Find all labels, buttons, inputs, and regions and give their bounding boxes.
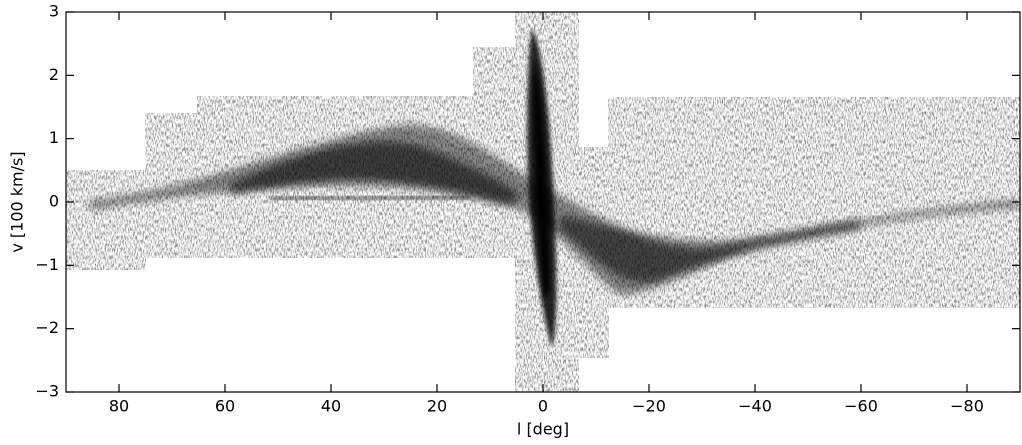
x-tick-label: 80 (109, 397, 129, 416)
x-tick-label: −40 (738, 397, 772, 416)
x-tick-label: −20 (632, 397, 666, 416)
x-axis-label: l [deg] (517, 420, 569, 439)
x-tick-label: −60 (844, 397, 878, 416)
y-tick-label: 3 (49, 2, 59, 21)
x-tick-label: 40 (321, 397, 341, 416)
y-tick-label: 1 (49, 128, 59, 147)
y-tick-label: 0 (49, 192, 59, 211)
y-tick-label: −3 (35, 382, 59, 401)
y-tick-label: −1 (35, 255, 59, 274)
y-tick-label: −2 (35, 318, 59, 337)
x-tick-label: 20 (427, 397, 447, 416)
y-axis-label: v [100 km/s] (8, 151, 27, 252)
x-tick-label: 0 (538, 397, 548, 416)
x-tick-label: −80 (950, 397, 984, 416)
emission (90, 28, 1020, 348)
y-tick-label: 2 (49, 65, 59, 84)
x-tick-label: 60 (215, 397, 235, 416)
